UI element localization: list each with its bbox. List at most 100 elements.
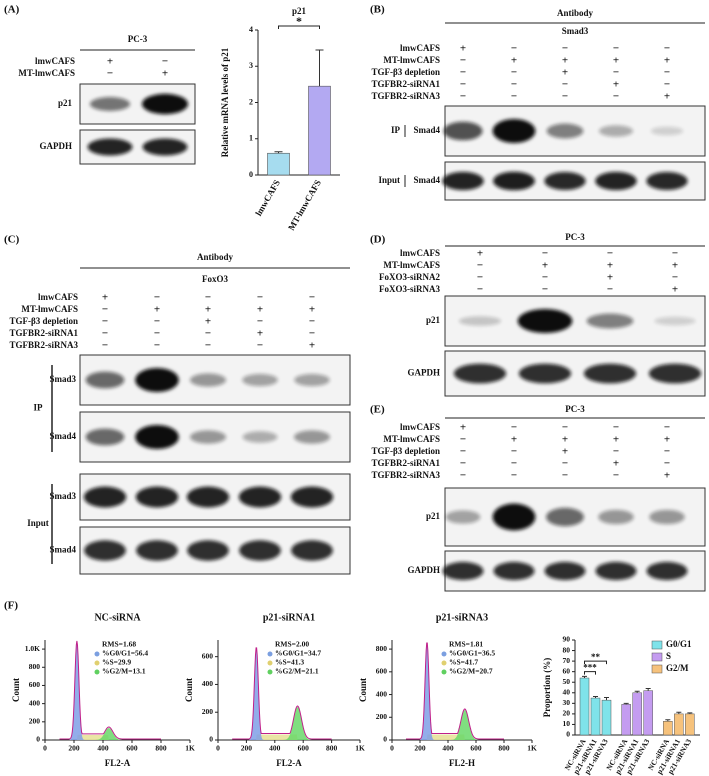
condition-sign: − <box>309 292 315 304</box>
condition-sign: − <box>154 340 160 352</box>
band <box>89 97 131 111</box>
condition-sign: − <box>664 458 670 470</box>
y-tick-label: 400 <box>376 689 388 698</box>
band <box>187 540 229 561</box>
significance-bracket <box>584 671 596 675</box>
y-axis-label: Count <box>358 678 368 702</box>
blot-title: PC-3 <box>565 404 585 414</box>
group-label: Input <box>27 518 49 528</box>
y-tick-label: 200 <box>202 707 214 716</box>
condition-sign: + <box>511 434 517 446</box>
x-tick-label: 0 <box>216 744 220 753</box>
x-tick-label: 200 <box>414 744 426 753</box>
bar <box>685 713 695 736</box>
condition-name: TGFBR2-siRNA1 <box>9 328 78 338</box>
fit-s <box>59 734 161 740</box>
band <box>290 486 334 508</box>
band <box>654 316 696 326</box>
condition-sign: − <box>154 328 160 340</box>
band <box>493 561 535 581</box>
condition-sign: − <box>460 458 466 470</box>
stat-text: %G0/G1=34.7 <box>275 649 321 658</box>
condition-sign: − <box>460 79 466 91</box>
band <box>445 510 481 524</box>
condition-sign: + <box>162 68 168 80</box>
condition-sign: + <box>309 340 315 352</box>
blot-subtitle: Smad3 <box>562 26 589 36</box>
chart-title: p21-siRNA3 <box>436 612 488 623</box>
condition-sign: − <box>257 340 263 352</box>
x-tick-label: lmwCAFS <box>253 178 282 218</box>
condition-sign: − <box>664 422 670 434</box>
condition-sign: + <box>107 56 113 68</box>
condition-sign: − <box>460 470 466 482</box>
row-label: Smad4 <box>413 125 440 135</box>
x-axis-label: FL2-A <box>105 758 131 768</box>
row-label: p21 <box>426 315 441 325</box>
significance-bracket <box>278 25 320 29</box>
row-label: GAPDH <box>408 368 441 378</box>
condition-name: TGF-β3 depletion <box>372 67 441 77</box>
condition-sign: − <box>102 328 108 340</box>
condition-sign: + <box>664 434 670 446</box>
fit-g2 <box>59 728 161 740</box>
stat-dot <box>441 651 447 657</box>
y-tick-label: 600 <box>29 680 41 689</box>
condition-sign: − <box>542 284 548 296</box>
band <box>544 561 586 581</box>
stat-dot <box>94 669 100 675</box>
y-tick-label: 3 <box>249 61 253 70</box>
stat-dot <box>267 651 273 657</box>
x-tick-label: 0 <box>43 744 47 753</box>
condition-sign: + <box>205 304 211 316</box>
bar <box>590 697 601 736</box>
stat-text: RMS=1.68 <box>102 640 136 649</box>
chart-title: p21 <box>292 6 307 16</box>
y-axis-label: Count <box>184 678 194 702</box>
stat-text: %G2/M=21.1 <box>275 667 319 676</box>
band <box>443 121 483 141</box>
x-tick-label: 200 <box>241 744 253 753</box>
y-tick-label: 30 <box>563 698 571 707</box>
stat-dot <box>94 660 100 666</box>
condition-sign: + <box>102 292 108 304</box>
condition-sign: + <box>672 284 678 296</box>
panel-label: (D) <box>370 234 386 246</box>
significance: *** <box>583 663 597 673</box>
y-tick-label: 0 <box>249 170 253 179</box>
bar <box>621 704 631 736</box>
stat-text: %S=41.7 <box>449 658 478 667</box>
condition-sign: + <box>607 272 613 284</box>
y-tick-label: 90 <box>563 635 571 644</box>
error-bar <box>676 711 682 714</box>
band <box>141 93 189 115</box>
condition-name: MT-lmwCAFS <box>18 68 75 78</box>
condition-sign: − <box>613 91 619 103</box>
row-label: Smad4 <box>413 175 440 185</box>
x-tick-label: 1K <box>527 744 537 753</box>
group-label: IP <box>34 403 44 413</box>
condition-sign: − <box>672 272 678 284</box>
y-axis-label: Proportion (%) <box>542 658 552 718</box>
band <box>517 309 573 333</box>
bar <box>601 699 612 736</box>
blot-title: PC-3 <box>565 232 585 242</box>
significance: ** <box>591 652 601 662</box>
y-tick-label: 70 <box>563 656 571 665</box>
row-label: Smad3 <box>49 374 76 384</box>
bar <box>579 677 590 736</box>
condition-name: TGFBR2-siRNA1 <box>371 79 440 89</box>
band <box>650 126 684 136</box>
y-tick-label: 40 <box>563 687 571 696</box>
condition-sign: − <box>607 284 613 296</box>
band <box>142 138 188 156</box>
condition-name: TGFBR2-siRNA3 <box>9 340 78 350</box>
condition-sign: − <box>542 248 548 260</box>
band <box>242 431 278 443</box>
bar <box>663 721 673 736</box>
x-tick-label: 800 <box>155 744 167 753</box>
row-label: Smad4 <box>49 431 76 441</box>
condition-sign: − <box>477 272 483 284</box>
chart-title: p21-siRNA1 <box>263 612 315 623</box>
stat-text: %G0/G1=56.4 <box>102 649 148 658</box>
